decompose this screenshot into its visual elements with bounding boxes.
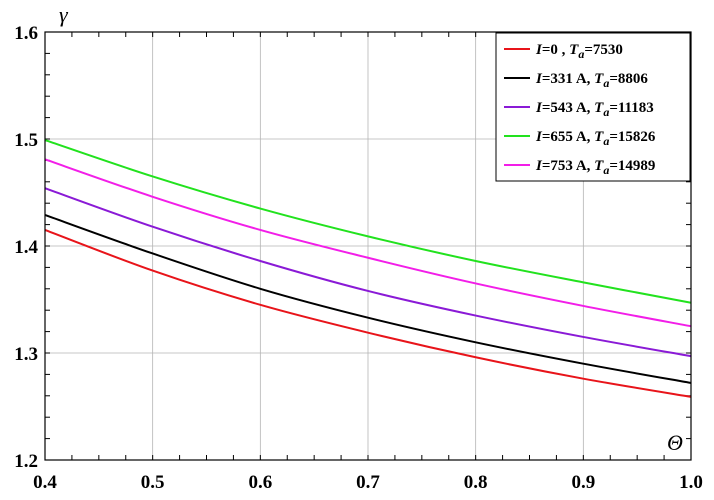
- series-line-4: [44, 158, 692, 328]
- legend-entry-1: I=331 A, Ta=8806: [535, 71, 648, 90]
- series-line-1: [44, 214, 692, 384]
- x-tick-label: 1.0: [679, 472, 703, 493]
- x-tick-label: 0.5: [141, 472, 165, 493]
- x-tick-label: 0.6: [248, 472, 272, 493]
- series-line-2: [44, 187, 692, 358]
- x-tick-label: 0.8: [464, 472, 488, 493]
- series-layer: [44, 139, 692, 398]
- x-tick-label: 0.4: [33, 472, 57, 493]
- y-tick-label: 1.3: [14, 344, 38, 365]
- plot-frame: [44, 31, 692, 461]
- legend: I=0 , Ta=7530 I=331 A, Ta=8806 I=543 A, Ta…: [495, 32, 691, 182]
- y-tick-label: 1.4: [14, 237, 38, 258]
- y-axis-label: γ: [59, 2, 69, 27]
- y-tick-label: 1.5: [14, 130, 38, 151]
- x-tick-labels: 0.4 0.5 0.6 0.7 0.8 0.9 1.0: [33, 472, 703, 493]
- y-tick-labels: 1.2 1.3 1.4 1.5 1.6: [14, 23, 38, 472]
- x-tick-label: 0.7: [356, 472, 380, 493]
- legend-entry-0: I=0 , Ta=7530: [535, 42, 623, 61]
- legend-entry-4: I=753 A, Ta=14989: [535, 158, 655, 177]
- y-tick-label: 1.2: [14, 451, 38, 472]
- legend-entry-3: I=655 A, Ta=15826: [535, 129, 656, 148]
- series-line-0: [44, 229, 692, 398]
- series-line-3: [44, 139, 692, 304]
- legend-entry-2: I=543 A, Ta=11183: [535, 100, 654, 119]
- x-tick-label: 0.9: [571, 472, 595, 493]
- y-tick-label: 1.6: [14, 23, 38, 44]
- x-axis-label: Θ: [667, 430, 683, 455]
